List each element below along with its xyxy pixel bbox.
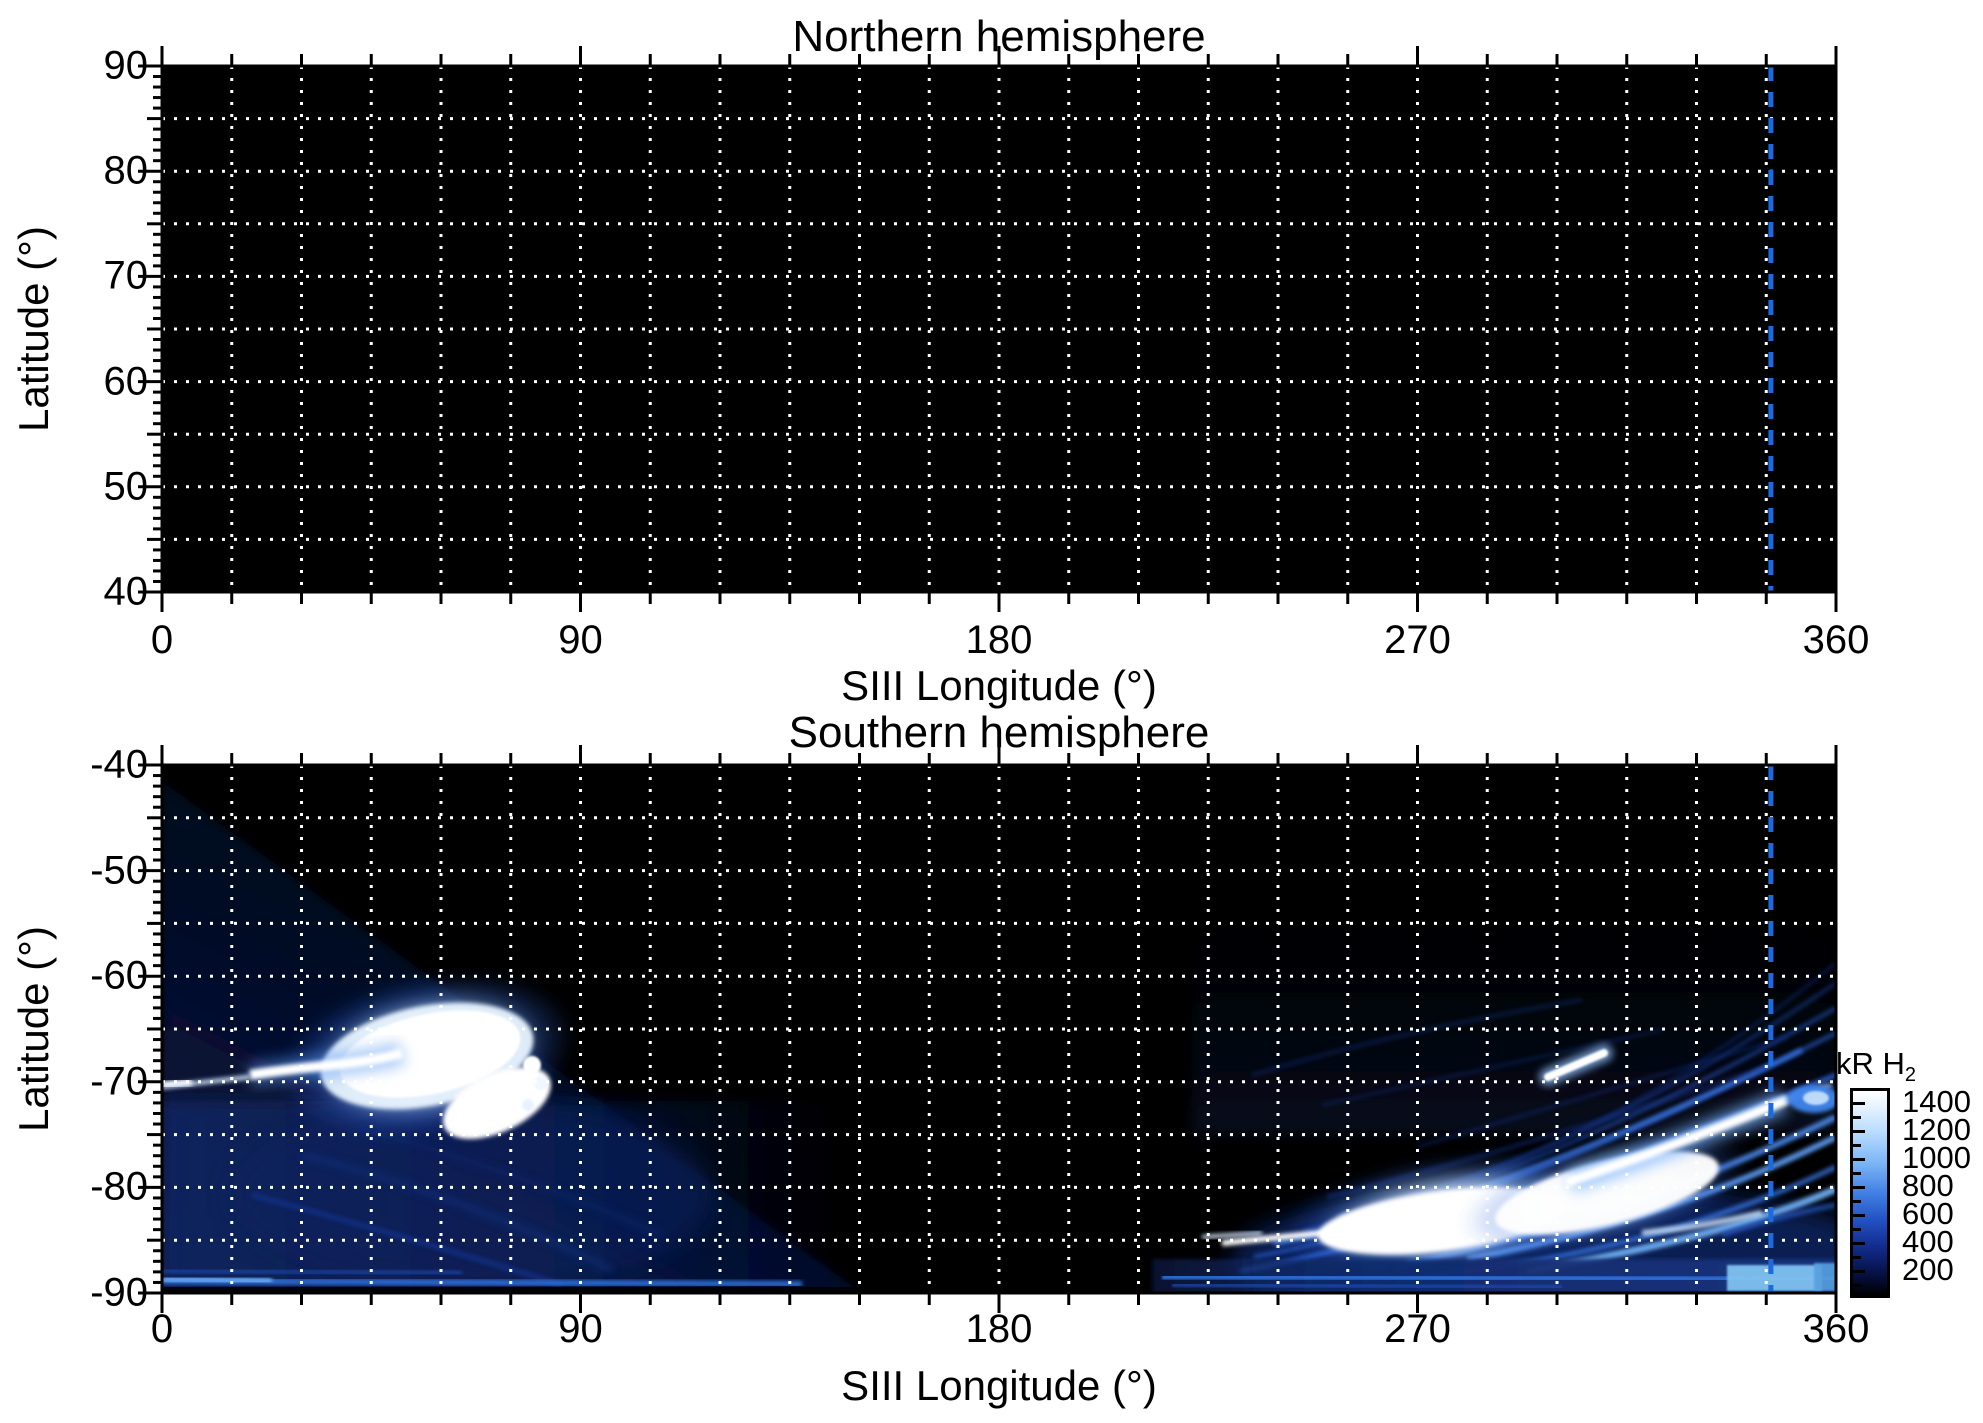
y-tick-label: 70 xyxy=(103,253,149,298)
south-y-axis-label: Latitude (°) xyxy=(10,926,57,1132)
colorbar-tick xyxy=(1853,1130,1865,1133)
colorbar-tick xyxy=(1853,1172,1861,1175)
x-tick-label: 0 xyxy=(150,1307,174,1351)
y-tick-label: -40 xyxy=(90,742,148,787)
y-tick-label: 40 xyxy=(103,569,149,614)
x-tick-label: 180 xyxy=(965,1307,1033,1351)
colorbar-tick xyxy=(1853,1186,1865,1189)
colorbar-tick xyxy=(1853,1270,1865,1273)
south-panel-title: Southern hemisphere xyxy=(788,708,1210,757)
y-tick-label: -70 xyxy=(90,1059,148,1104)
colorbar-tick xyxy=(1853,1158,1865,1161)
colorbar-tick xyxy=(1853,1144,1861,1147)
colorbar-title: kR H2 xyxy=(1836,1046,1917,1087)
colorbar-tick-label: 200 xyxy=(1902,1252,1954,1287)
y-tick-label: -80 xyxy=(90,1164,148,1209)
x-tick-label: 180 xyxy=(965,618,1033,662)
colorbar xyxy=(1850,1088,1890,1298)
colorbar-tick xyxy=(1853,1242,1865,1245)
colorbar-tick-label: 1400 xyxy=(1902,1084,1971,1119)
x-tick-label: 90 xyxy=(558,1307,603,1351)
colorbar-tick xyxy=(1853,1284,1861,1287)
colorbar-tick-label: 1000 xyxy=(1902,1140,1971,1175)
y-tick-label: 60 xyxy=(103,359,149,404)
colorbar-tick-label: 600 xyxy=(1902,1196,1954,1231)
y-tick-label: 80 xyxy=(103,148,149,193)
north-x-axis-label: SIII Longitude (°) xyxy=(841,662,1157,709)
south-panel-heatmap xyxy=(162,765,1836,1293)
north-y-axis-label: Latitude (°) xyxy=(10,226,57,432)
colorbar-tick xyxy=(1853,1116,1861,1119)
y-tick-label: -90 xyxy=(90,1270,148,1315)
colorbar-tick xyxy=(1853,1256,1861,1259)
y-tick-label: -60 xyxy=(90,953,148,998)
south-x-axis-label: SIII Longitude (°) xyxy=(841,1362,1157,1409)
y-tick-label: 50 xyxy=(103,464,149,509)
colorbar-tick-label: 400 xyxy=(1902,1224,1954,1259)
x-tick-label: 360 xyxy=(1802,618,1870,662)
y-tick-label: 90 xyxy=(103,43,149,88)
colorbar-tick xyxy=(1853,1214,1865,1217)
x-tick-label: 0 xyxy=(150,618,174,662)
colorbar-tick-label: 800 xyxy=(1902,1168,1954,1203)
x-tick-label: 90 xyxy=(558,618,603,662)
south-right-noise xyxy=(1192,905,1836,1135)
y-tick-label: -50 xyxy=(90,848,148,893)
north-panel-heatmap xyxy=(162,66,1836,592)
colorbar-tick xyxy=(1853,1200,1861,1203)
north-panel-title: Northern hemisphere xyxy=(792,12,1206,61)
colorbar-tick-label: 1200 xyxy=(1902,1112,1971,1147)
colorbar-tick xyxy=(1853,1228,1861,1231)
south-polar-cap-band xyxy=(1152,1259,1836,1293)
x-tick-label: 270 xyxy=(1384,618,1451,662)
colorbar-tick xyxy=(1853,1102,1865,1105)
x-tick-label: 360 xyxy=(1802,1307,1870,1351)
x-tick-label: 270 xyxy=(1384,1307,1451,1351)
